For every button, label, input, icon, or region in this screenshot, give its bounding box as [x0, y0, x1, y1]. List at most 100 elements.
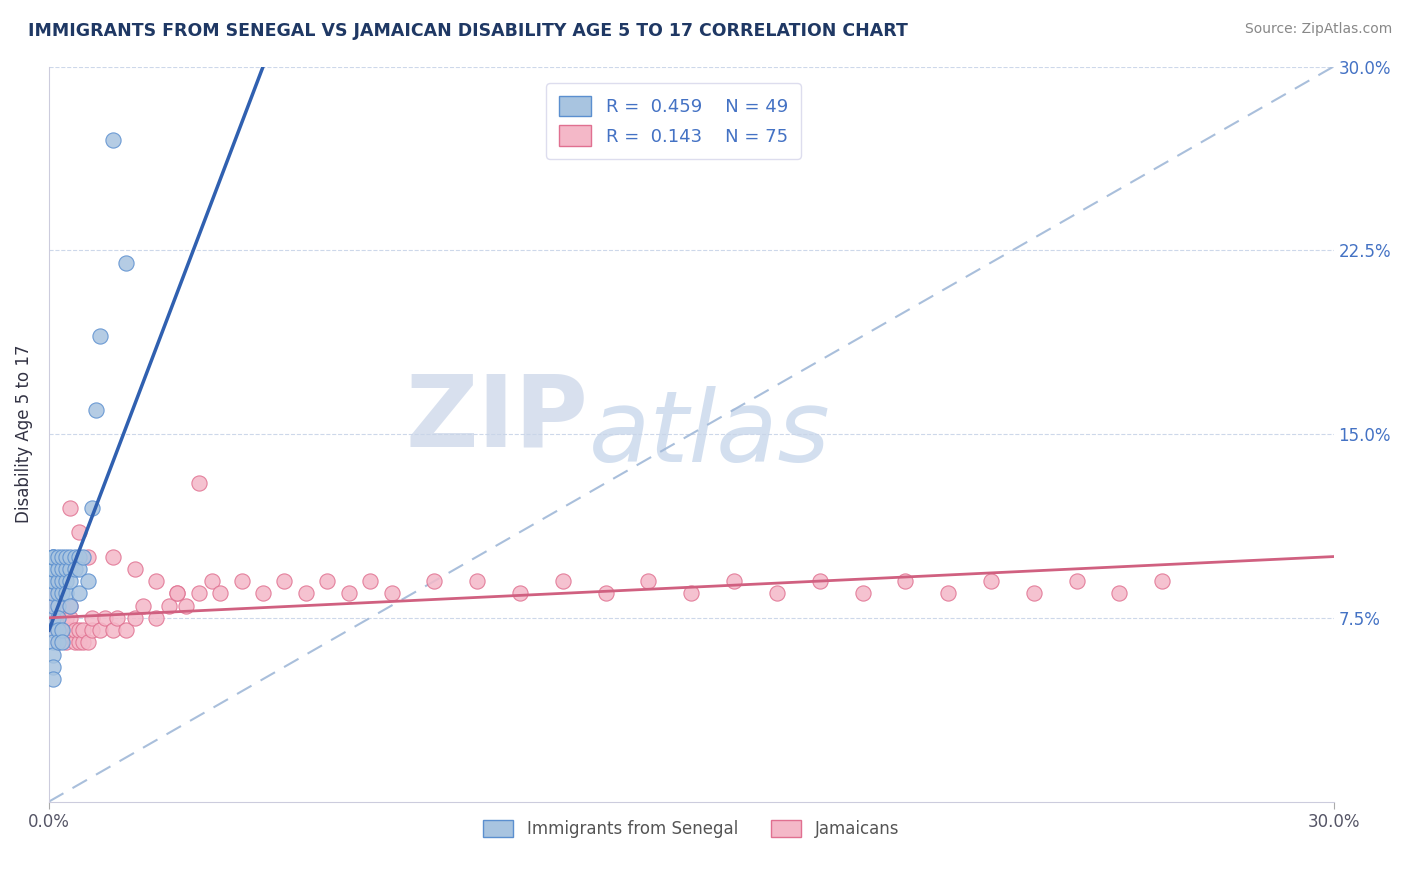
Point [551, 574, 574, 588]
Point [89, 623, 111, 637]
Point [63, 635, 86, 649]
Point [509, 586, 531, 600]
Text: ZIP: ZIP [405, 371, 589, 468]
Point [766, 586, 789, 600]
Point [124, 611, 146, 625]
Point [380, 586, 402, 600]
Point [42, 611, 65, 625]
Point [337, 586, 360, 600]
Point [46, 623, 69, 637]
Point [46, 549, 69, 564]
Point [42, 586, 65, 600]
Point [637, 574, 659, 588]
Point [42, 648, 65, 662]
Point [80, 611, 103, 625]
Point [51, 562, 73, 576]
Point [42, 611, 65, 625]
Point [72, 623, 94, 637]
Point [46, 623, 69, 637]
Point [51, 574, 73, 588]
Point [55, 635, 77, 649]
Point [59, 611, 82, 625]
Point [42, 599, 65, 613]
Point [936, 586, 959, 600]
Point [174, 599, 197, 613]
Y-axis label: Disability Age 5 to 17: Disability Age 5 to 17 [15, 345, 32, 524]
Point [42, 586, 65, 600]
Point [51, 599, 73, 613]
Point [46, 599, 69, 613]
Point [89, 329, 111, 343]
Point [209, 586, 232, 600]
Point [55, 549, 77, 564]
Point [1066, 574, 1088, 588]
Point [80, 623, 103, 637]
Point [42, 623, 65, 637]
Point [187, 586, 209, 600]
Point [42, 672, 65, 686]
Point [55, 574, 77, 588]
Point [808, 574, 831, 588]
Point [55, 623, 77, 637]
Point [1152, 574, 1174, 588]
Point [67, 586, 90, 600]
Point [132, 599, 155, 613]
Point [59, 574, 82, 588]
Point [59, 549, 82, 564]
Point [42, 549, 65, 564]
Point [46, 611, 69, 625]
Point [423, 574, 446, 588]
Point [166, 586, 188, 600]
Point [59, 599, 82, 613]
Point [295, 586, 318, 600]
Point [42, 562, 65, 576]
Point [80, 500, 103, 515]
Point [46, 586, 69, 600]
Point [359, 574, 381, 588]
Point [76, 549, 98, 564]
Point [252, 586, 274, 600]
Point [51, 611, 73, 625]
Point [46, 635, 69, 649]
Point [42, 549, 65, 564]
Point [42, 574, 65, 588]
Point [42, 635, 65, 649]
Point [851, 586, 873, 600]
Point [201, 574, 224, 588]
Point [46, 562, 69, 576]
Point [187, 476, 209, 491]
Point [42, 549, 65, 564]
Point [46, 574, 69, 588]
Point [93, 611, 115, 625]
Point [42, 599, 65, 613]
Point [46, 635, 69, 649]
Point [124, 562, 146, 576]
Point [67, 623, 90, 637]
Point [55, 562, 77, 576]
Legend: Immigrants from Senegal, Jamaicans: Immigrants from Senegal, Jamaicans [477, 814, 905, 845]
Point [51, 623, 73, 637]
Point [51, 586, 73, 600]
Point [55, 611, 77, 625]
Point [59, 500, 82, 515]
Point [59, 562, 82, 576]
Point [115, 623, 138, 637]
Text: atlas: atlas [589, 385, 830, 483]
Point [42, 562, 65, 576]
Point [231, 574, 253, 588]
Point [63, 549, 86, 564]
Text: Source: ZipAtlas.com: Source: ZipAtlas.com [1244, 22, 1392, 37]
Point [166, 586, 188, 600]
Point [84, 402, 107, 417]
Point [103, 549, 125, 564]
Point [72, 635, 94, 649]
Point [67, 525, 90, 540]
Point [465, 574, 488, 588]
Point [42, 660, 65, 674]
Point [157, 599, 180, 613]
Point [67, 562, 90, 576]
Point [59, 599, 82, 613]
Point [1022, 586, 1045, 600]
Point [42, 574, 65, 588]
Point [46, 599, 69, 613]
